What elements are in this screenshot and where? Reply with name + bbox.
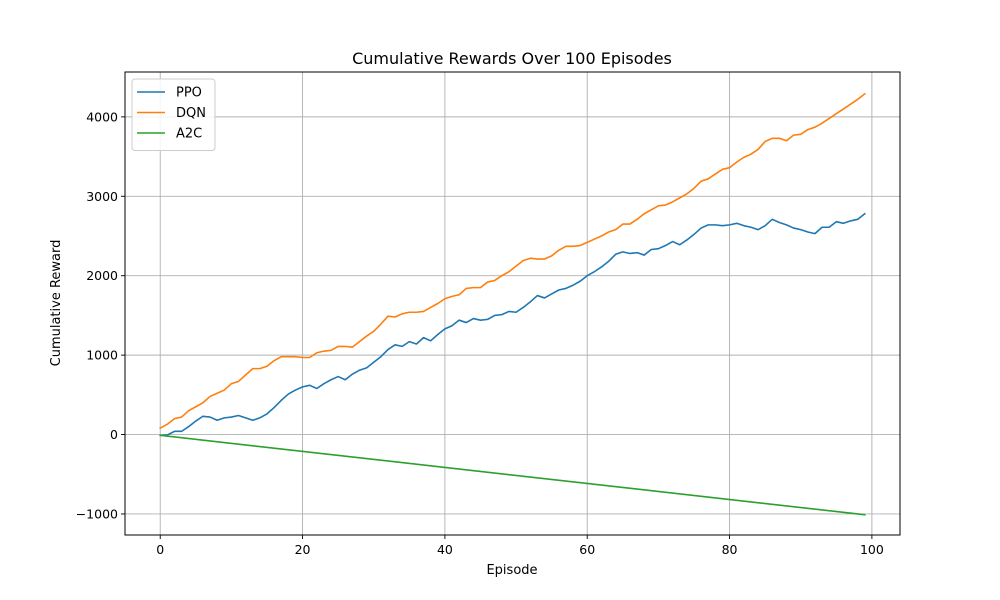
y-tick-label: 3000 [86,189,118,204]
y-tick-label: 1000 [86,348,118,363]
x-tick-label: 20 [295,542,311,557]
legend-label-a2c: A2C [176,127,202,142]
y-axis-title: Cumulative Reward [49,240,64,367]
x-tick-label: 80 [722,542,738,557]
chart-title: Cumulative Rewards Over 100 Episodes [352,49,672,68]
y-tick-label: 2000 [86,268,118,283]
x-tick-label: 40 [437,542,453,557]
tick-layer: 0 20 40 60 80 100 −1000 0 1000 2000 3000 4000 [76,109,884,557]
x-tick-label: 60 [579,542,595,557]
plot-frame [124,71,901,536]
grid-layer [125,72,900,535]
legend: PPO DQN A2C [131,78,216,151]
y-tick-label: 0 [110,427,118,442]
series-line-ppo [159,212,866,437]
series-layer [159,92,866,516]
y-tick-label: 4000 [86,109,118,124]
series-line-dqn [159,92,866,430]
series-line-a2c [159,434,866,516]
x-tick-label: 0 [156,542,164,557]
y-tick-label: −1000 [76,506,118,521]
x-axis-title: Episode [486,563,537,578]
legend-label-ppo: PPO [176,86,202,101]
x-tick-label: 100 [860,542,884,557]
legend-label-dqn: DQN [176,106,206,121]
